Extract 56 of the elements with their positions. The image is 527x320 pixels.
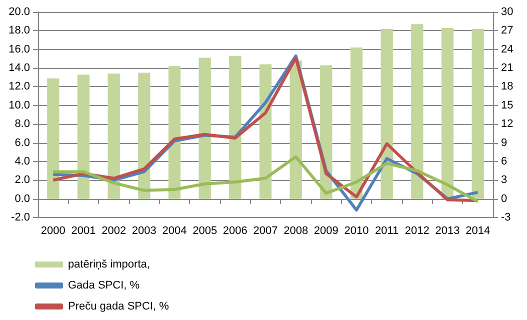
bar (138, 72, 150, 199)
y-tick-label: 4.0 (14, 155, 30, 168)
bar (229, 56, 242, 199)
y-tick-label: 6.0 (14, 136, 30, 149)
legend-label: Gada SPCI, % (68, 280, 140, 292)
y2-tick-label: 6 (501, 155, 508, 168)
y-tick-label: 18.0 (8, 24, 30, 37)
x-tick-label: 2011 (375, 225, 399, 237)
y-tick-label: -2.0 (11, 212, 30, 224)
legend-label: patēriņš importa, (68, 258, 150, 270)
x-tick-label: 2010 (344, 225, 369, 237)
y-tick-label: 2.0 (14, 174, 30, 186)
line-series (52, 155, 480, 204)
y-tick-label: 16.0 (8, 43, 30, 56)
bar (380, 28, 393, 199)
legend-label: Preču gada SPCI, % (68, 300, 170, 312)
y-tick-label: 0.0 (14, 192, 30, 205)
y2-tick-label: 3 (501, 174, 508, 186)
bar (472, 28, 484, 199)
y-tick-label: 14.0 (8, 62, 30, 74)
y-tick-label: 20.0 (8, 6, 30, 18)
x-tick-label: 2003 (132, 225, 156, 237)
bar (290, 60, 302, 199)
x-tick-label: 2007 (253, 225, 278, 237)
bar (350, 47, 363, 199)
y-tick-label: 10.0 (8, 99, 30, 112)
y2-tick-label: 21 (501, 62, 514, 74)
y2-tick-label: 18 (501, 80, 514, 93)
y2-tick-label: 0 (501, 192, 508, 205)
bar (77, 74, 90, 199)
y2-tick-label: 9 (501, 136, 508, 149)
y2-tick-label: 24 (501, 43, 514, 56)
x-tick-label: 2009 (314, 225, 338, 237)
x-tick-label: 2001 (71, 225, 96, 237)
bar (47, 78, 60, 199)
bar (198, 58, 211, 199)
x-tick-label: 2008 (284, 225, 308, 237)
bar (411, 24, 424, 199)
y2-tick-label: 27 (501, 24, 514, 37)
x-tick-label: 2004 (162, 225, 187, 237)
x-tick-label: 2012 (404, 225, 430, 237)
x-tick-label: 2002 (102, 225, 126, 237)
x-tick-label: 2000 (40, 225, 66, 237)
x-tick-label: 2014 (466, 225, 490, 237)
y2-tick-label: 12 (501, 118, 514, 130)
y-tick-label: 8.0 (14, 118, 30, 130)
y2-tick-label: -3 (501, 212, 511, 224)
x-tick-label: 2005 (192, 225, 218, 237)
y2-tick-label: 15 (501, 99, 514, 112)
x-tick-label: 2013 (435, 225, 460, 237)
bar (168, 66, 181, 199)
bar (108, 74, 120, 199)
bar (441, 28, 454, 199)
y2-tick-label: 30 (501, 6, 514, 18)
y-tick-label: 12.0 (8, 80, 30, 93)
x-tick-label: 2006 (222, 225, 248, 237)
